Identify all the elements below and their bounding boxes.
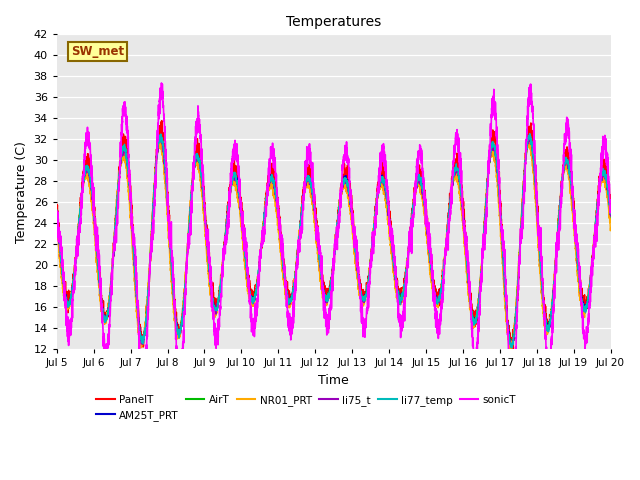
sonicT bbox=[458, 189, 466, 194]
NR01_PRT bbox=[152, 156, 160, 161]
sonicT bbox=[509, 399, 516, 405]
PanelT bbox=[458, 184, 466, 190]
NR01_PRT bbox=[490, 149, 497, 155]
li77_temp bbox=[607, 209, 614, 215]
li75_t bbox=[489, 144, 497, 149]
NR01_PRT bbox=[428, 277, 435, 283]
sonicT bbox=[152, 164, 160, 170]
li77_temp bbox=[508, 345, 516, 351]
NR01_PRT bbox=[458, 212, 466, 218]
X-axis label: Time: Time bbox=[318, 374, 349, 387]
AirT bbox=[53, 219, 61, 225]
li77_temp bbox=[427, 263, 435, 269]
NR01_PRT bbox=[507, 347, 515, 353]
PanelT bbox=[313, 226, 321, 231]
li77_temp bbox=[313, 233, 321, 239]
AM25T_PRT bbox=[607, 211, 614, 216]
li75_t bbox=[152, 160, 160, 166]
PanelT bbox=[158, 118, 166, 123]
li75_t bbox=[427, 265, 435, 271]
li75_t bbox=[526, 132, 534, 138]
Line: li75_t: li75_t bbox=[57, 135, 611, 347]
AM25T_PRT bbox=[53, 213, 61, 218]
AM25T_PRT bbox=[507, 345, 515, 350]
PanelT bbox=[606, 201, 614, 206]
AirT bbox=[427, 272, 435, 277]
sonicT bbox=[53, 208, 61, 214]
li77_temp bbox=[152, 159, 160, 165]
sonicT bbox=[157, 80, 165, 86]
AM25T_PRT bbox=[152, 159, 160, 165]
Legend: PanelT, AM25T_PRT, AirT, NR01_PRT, li75_t, li77_temp, sonicT: PanelT, AM25T_PRT, AirT, NR01_PRT, li75_… bbox=[92, 391, 520, 425]
AM25T_PRT bbox=[489, 141, 497, 147]
Line: AirT: AirT bbox=[57, 140, 611, 346]
PanelT bbox=[490, 133, 497, 139]
AirT bbox=[606, 213, 614, 219]
NR01_PRT bbox=[156, 137, 163, 143]
li77_temp bbox=[606, 206, 614, 212]
li77_temp bbox=[489, 141, 497, 146]
Line: sonicT: sonicT bbox=[57, 83, 611, 402]
li77_temp bbox=[53, 207, 61, 213]
AM25T_PRT bbox=[313, 232, 321, 238]
NR01_PRT bbox=[606, 219, 614, 225]
li77_temp bbox=[526, 131, 534, 137]
AM25T_PRT bbox=[606, 206, 614, 212]
NR01_PRT bbox=[607, 226, 614, 231]
sonicT bbox=[490, 97, 497, 103]
sonicT bbox=[313, 224, 321, 229]
sonicT bbox=[607, 204, 614, 209]
li77_temp bbox=[458, 195, 465, 201]
li75_t bbox=[606, 207, 614, 213]
AirT bbox=[607, 217, 614, 223]
AirT bbox=[508, 343, 515, 349]
PanelT bbox=[428, 261, 435, 267]
NR01_PRT bbox=[53, 228, 61, 234]
li75_t bbox=[458, 198, 465, 204]
Y-axis label: Temperature (C): Temperature (C) bbox=[15, 141, 28, 243]
li75_t bbox=[53, 211, 61, 217]
PanelT bbox=[152, 150, 160, 156]
Line: AM25T_PRT: AM25T_PRT bbox=[57, 135, 611, 348]
li75_t bbox=[507, 344, 515, 349]
li75_t bbox=[313, 233, 321, 239]
AM25T_PRT bbox=[458, 196, 465, 202]
li75_t bbox=[607, 213, 614, 219]
PanelT bbox=[53, 202, 61, 207]
sonicT bbox=[428, 252, 435, 257]
Text: SW_met: SW_met bbox=[70, 45, 124, 58]
Line: PanelT: PanelT bbox=[57, 120, 611, 352]
AirT bbox=[313, 235, 321, 241]
PanelT bbox=[509, 349, 517, 355]
AM25T_PRT bbox=[526, 132, 534, 138]
AirT bbox=[525, 137, 533, 143]
AirT bbox=[458, 203, 465, 208]
Title: Temperatures: Temperatures bbox=[286, 15, 381, 29]
Line: NR01_PRT: NR01_PRT bbox=[57, 140, 611, 350]
AM25T_PRT bbox=[427, 266, 435, 272]
NR01_PRT bbox=[313, 241, 321, 247]
sonicT bbox=[606, 197, 614, 203]
PanelT bbox=[607, 204, 614, 210]
AirT bbox=[152, 160, 160, 166]
Line: li77_temp: li77_temp bbox=[57, 134, 611, 348]
AirT bbox=[489, 150, 497, 156]
